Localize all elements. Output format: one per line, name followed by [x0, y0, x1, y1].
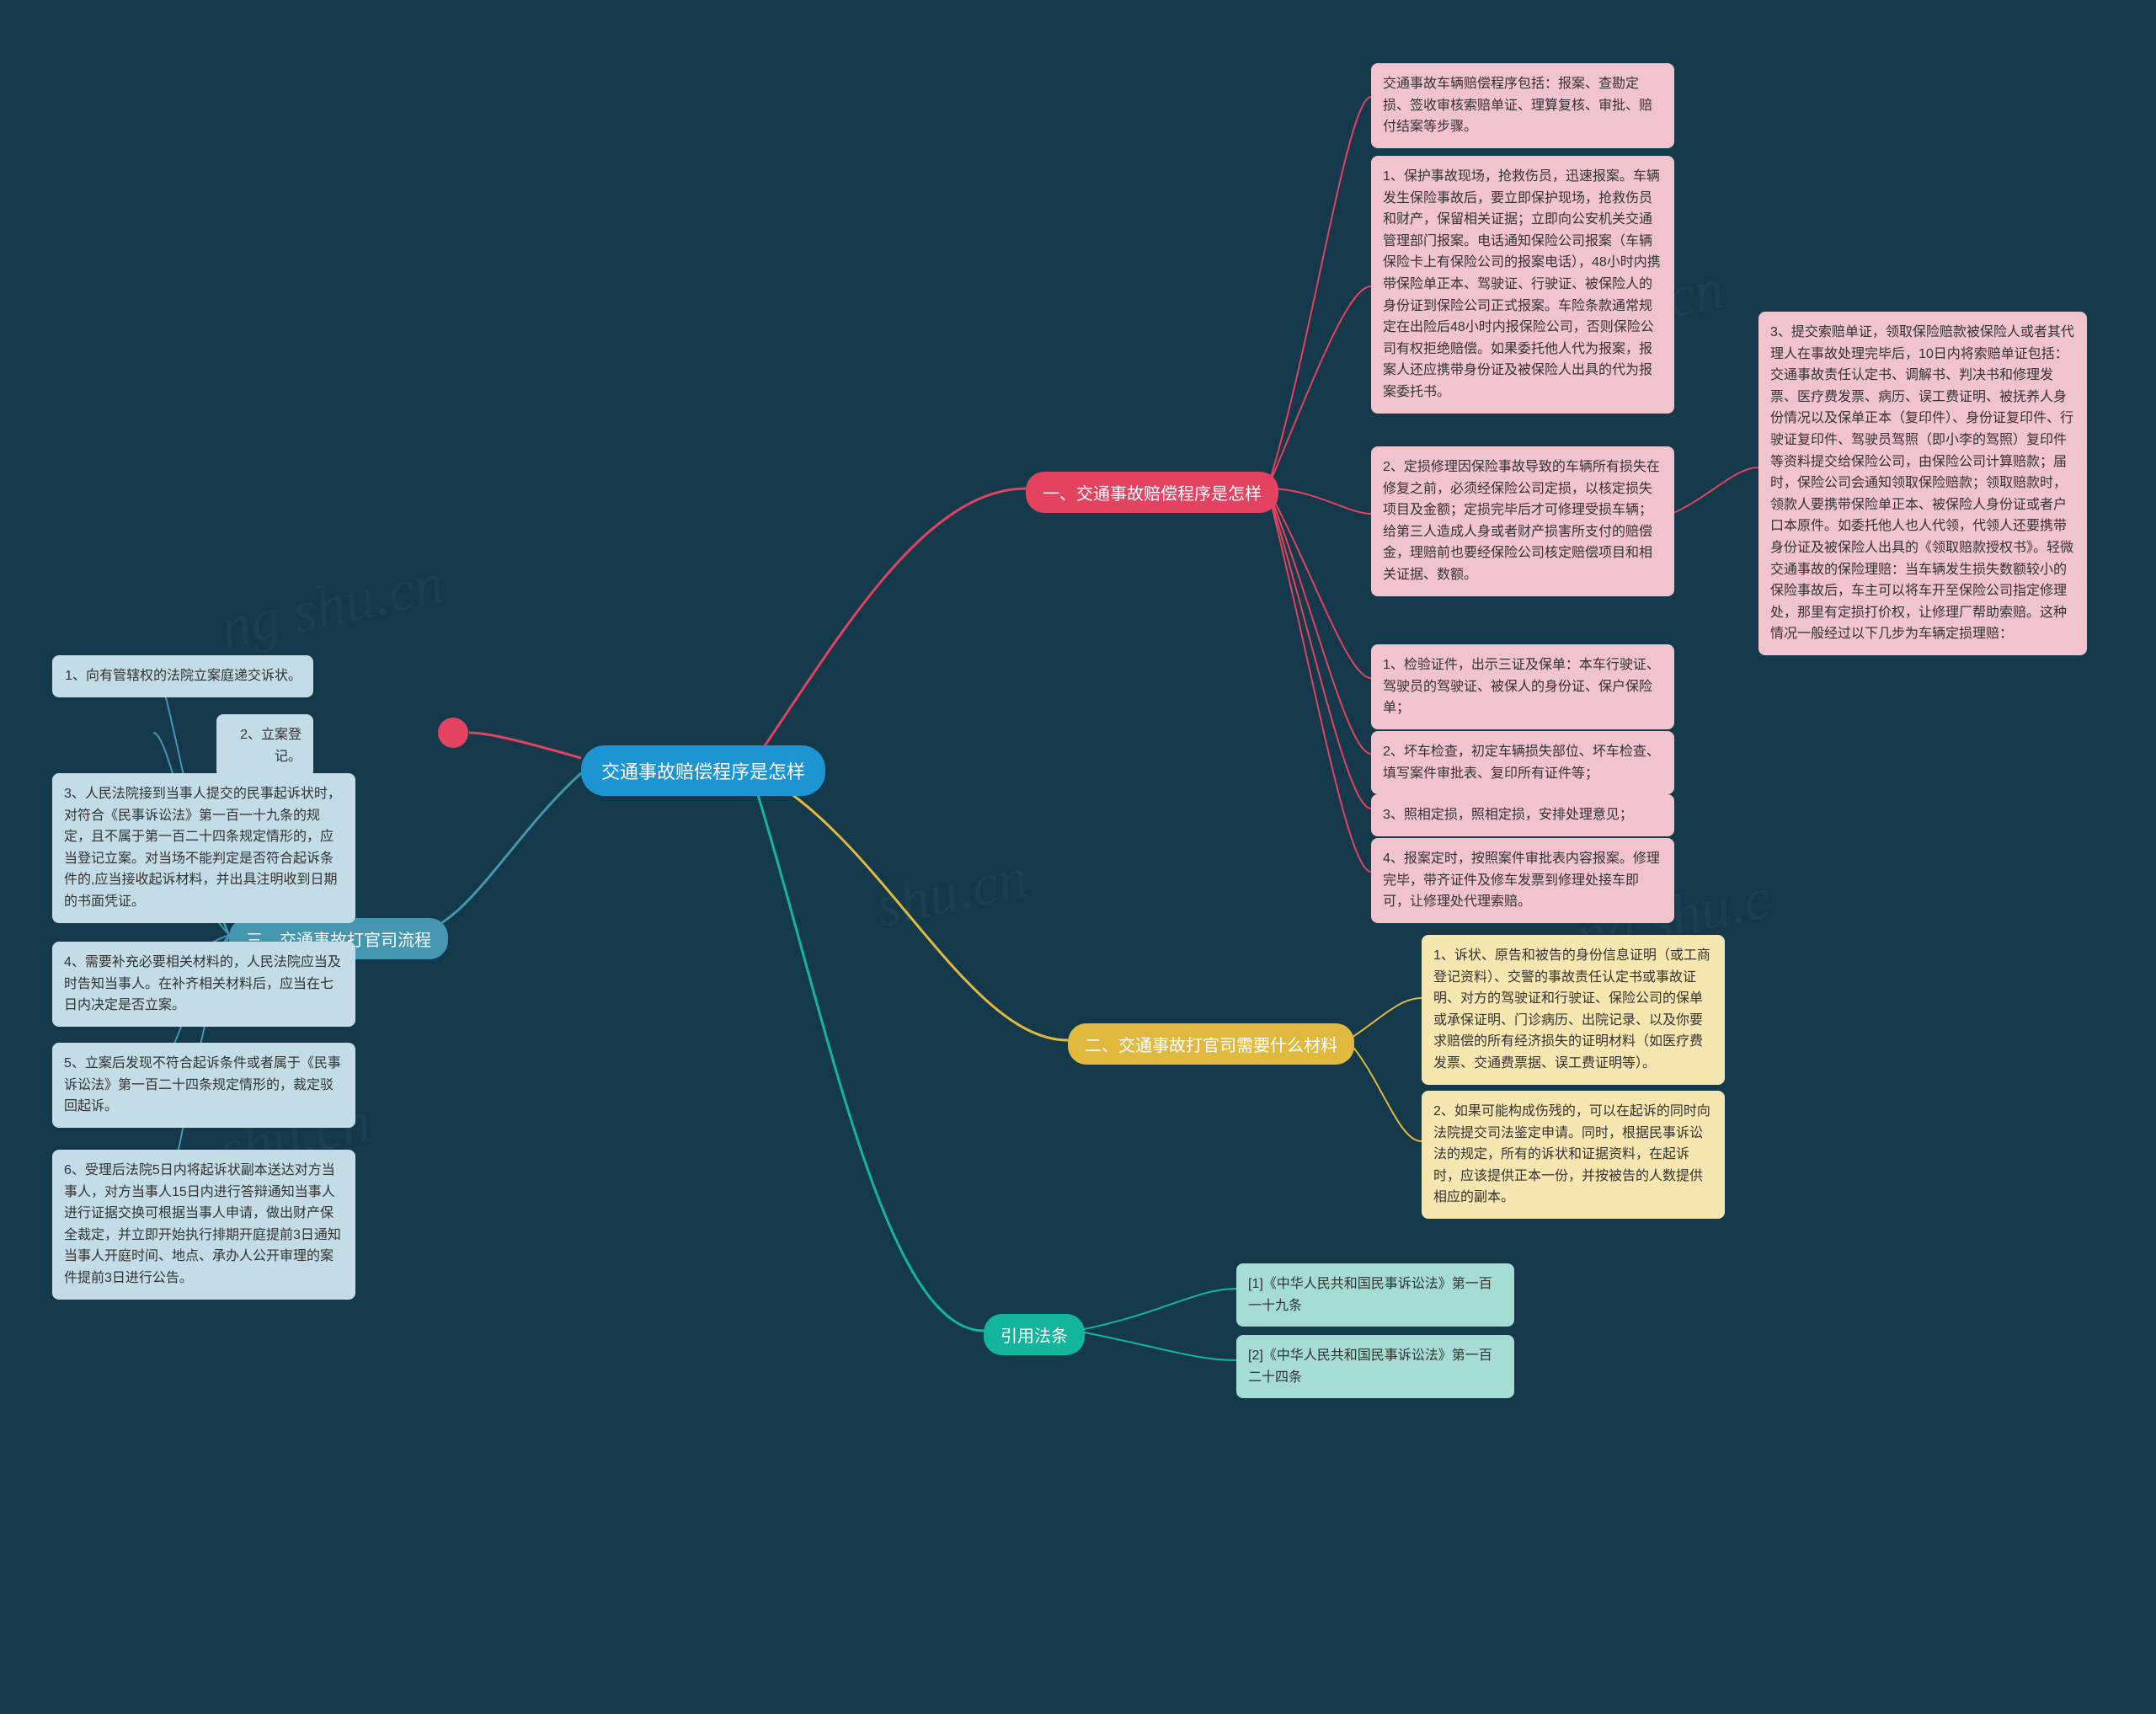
branch1-leaf3: 2、定损修理因保险事故导致的车辆所有损失在修复之前，必须经保险公司定损，以核定损…: [1371, 446, 1674, 596]
root-node[interactable]: 交通事故赔偿程序是怎样: [581, 745, 825, 796]
branch4-leaf2: 2、立案登记。: [216, 714, 313, 777]
branch1-leaf3-sub: 3、提交索赔单证，领取保险赔款被保险人或者其代理人在事故处理完毕后，10日内将索…: [1758, 312, 2087, 655]
branch3-node[interactable]: 引用法条: [984, 1314, 1085, 1355]
branch1-leaf1: 交通事故车辆赔偿程序包括：报案、查勘定损、签收审核索赔单证、理算复核、审批、赔付…: [1371, 63, 1674, 148]
branch3-label: 引用法条: [1001, 1327, 1068, 1346]
branch1-leaf7: 4、报案定时，按照案件审批表内容报案。修理完毕，带齐证件及修车发票到修理处接车即…: [1371, 838, 1674, 923]
branch4-leaf3: 3、人民法院接到当事人提交的民事起诉状时，对符合《民事诉讼法》第一百一十九条的规…: [52, 773, 355, 923]
branch1-node[interactable]: 一、交通事故赔偿程序是怎样: [1026, 472, 1278, 513]
root-label: 交通事故赔偿程序是怎样: [601, 761, 805, 782]
branch2-node[interactable]: 二、交通事故打官司需要什么材料: [1068, 1023, 1354, 1065]
branch4-leaf4: 4、需要补充必要相关材料的，人民法院应当及时告知当事人。在补齐相关材料后，应当在…: [52, 942, 355, 1027]
branch2-leaf1: 1、诉状、原告和被告的身份信息证明（或工商登记资料）、交警的事故责任认定书或事故…: [1422, 935, 1725, 1085]
branch3-leaf1: [1]《中华人民共和国民事诉讼法》第一百一十九条: [1236, 1263, 1514, 1327]
branch1-leaf6: 3、照相定损，照相定损，安排处理意见；: [1371, 794, 1674, 836]
branch2-label: 二、交通事故打官司需要什么材料: [1085, 1037, 1337, 1055]
branch2-leaf2: 2、如果可能构成伤残的，可以在起诉的同时向法院提交司法鉴定申请。同时，根据民事诉…: [1422, 1091, 1725, 1219]
branch1-label: 一、交通事故赔偿程序是怎样: [1043, 485, 1262, 504]
branch4-leaf5: 5、立案后发现不符合起诉条件或者属于《民事诉讼法》第一百二十四条规定情形的，裁定…: [52, 1043, 355, 1128]
branch4-leaf6: 6、受理后法院5日内将起诉状副本送达对方当事人，对方当事人15日内进行答辩通知当…: [52, 1150, 355, 1300]
branch1-leaf4: 1、检验证件，出示三证及保单：本车行驶证、驾驶员的驾驶证、被保人的身份证、保户保…: [1371, 644, 1674, 729]
branch1-leaf5: 2、坏车检查，初定车辆损失部位、坏车检查、填写案件审批表、复印所有证件等；: [1371, 731, 1674, 794]
branch3-leaf2: [2]《中华人民共和国民事诉讼法》第一百二十四条: [1236, 1335, 1514, 1398]
dot-node[interactable]: [438, 718, 468, 748]
branch1-leaf2: 1、保护事故现场，抢救伤员，迅速报案。车辆发生保险事故后，要立即保护现场，抢救伤…: [1371, 156, 1674, 414]
branch4-leaf1: 1、向有管辖权的法院立案庭递交诉状。: [52, 655, 313, 697]
